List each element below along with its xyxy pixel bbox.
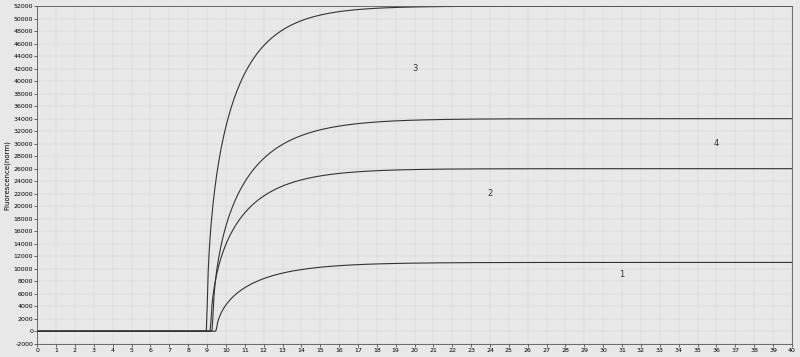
Text: 2: 2 <box>487 189 493 198</box>
Text: 4: 4 <box>714 139 719 148</box>
Y-axis label: Fluorescence(norm): Fluorescence(norm) <box>4 140 10 210</box>
Text: 3: 3 <box>412 64 418 73</box>
Text: 1: 1 <box>619 270 625 280</box>
